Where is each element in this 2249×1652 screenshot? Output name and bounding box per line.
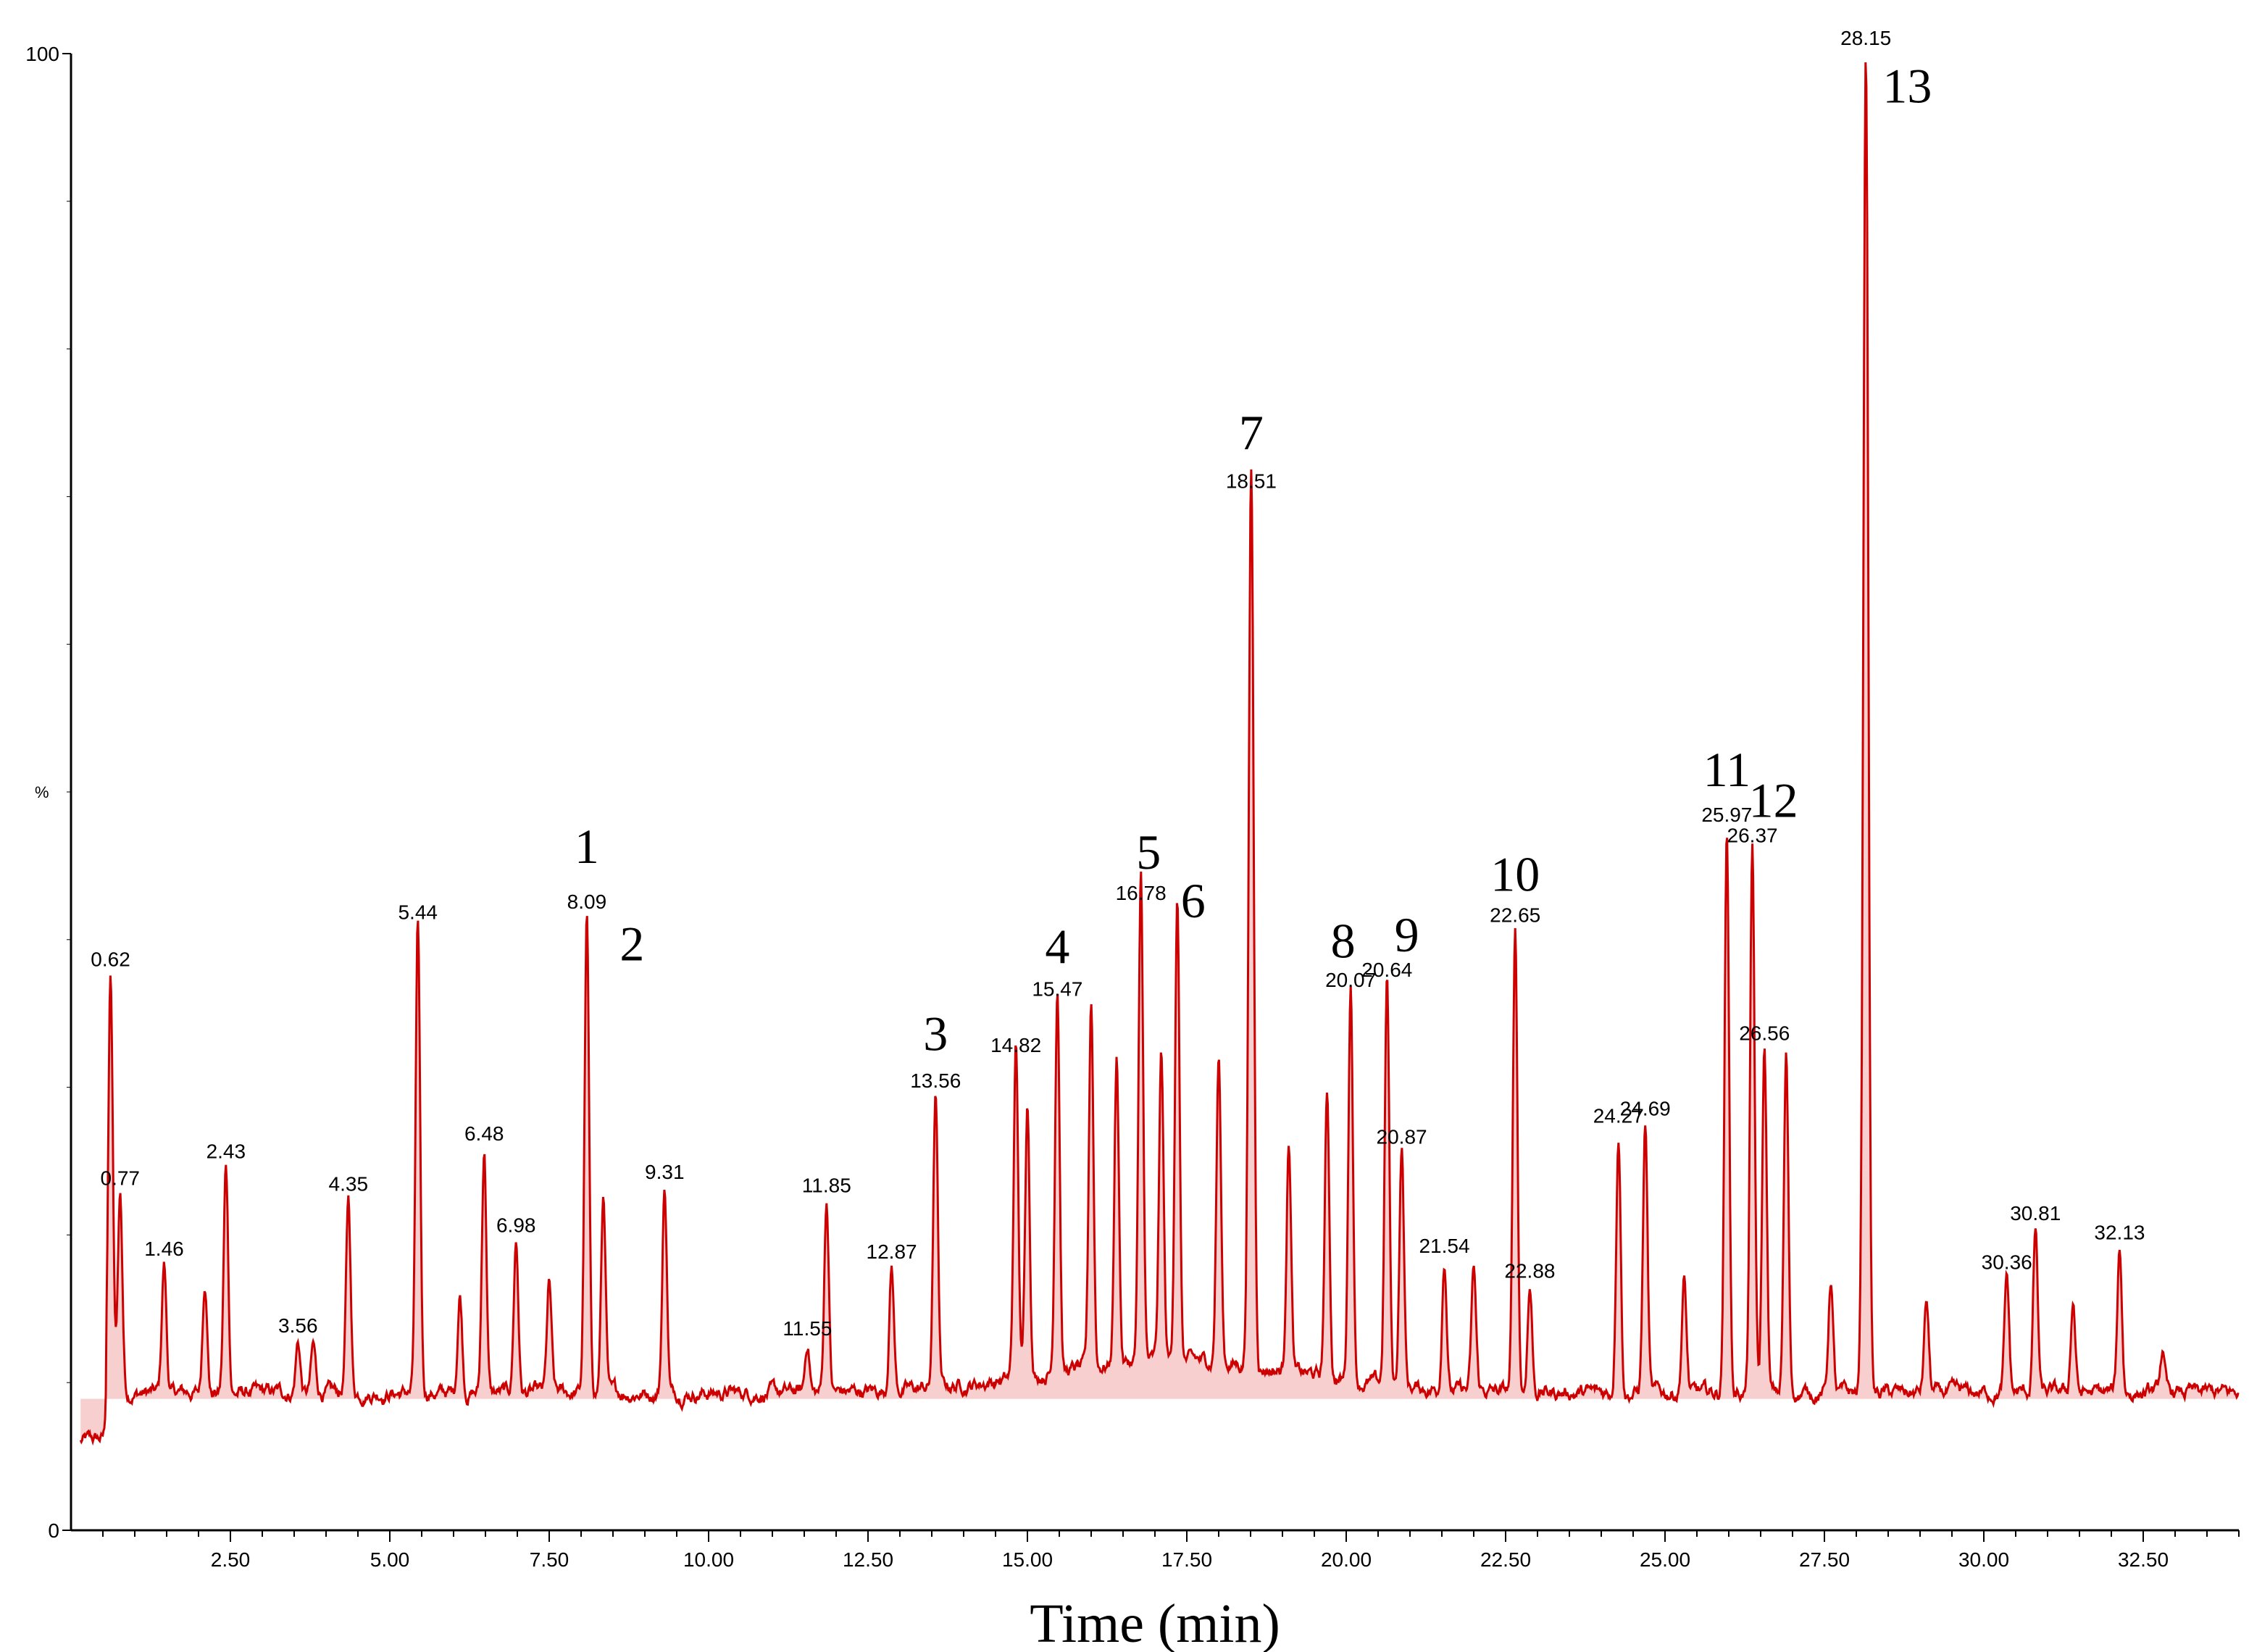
peak-rt-label: 20.64 <box>1361 959 1412 981</box>
compound-number: 5 <box>1136 825 1161 880</box>
x-tick-label: 17.50 <box>1161 1548 1212 1571</box>
x-tick-label: 32.50 <box>2118 1548 2169 1571</box>
peak-rt-label: 9.31 <box>645 1161 685 1183</box>
peak-rt-label: 4.35 <box>329 1172 369 1195</box>
compound-number: 8 <box>1331 913 1356 968</box>
peak-rt-label: 14.82 <box>990 1034 1041 1056</box>
compound-number: 10 <box>1490 847 1540 902</box>
peak-rt-label: 18.51 <box>1226 470 1277 492</box>
peak-rt-label: 22.88 <box>1504 1260 1555 1282</box>
peak-rt-label: 1.46 <box>144 1238 184 1260</box>
peak-rt-label: 24.27 <box>1593 1105 1644 1127</box>
peak-rt-label: 30.81 <box>2010 1202 2061 1225</box>
peak-rt-label: 21.54 <box>1419 1235 1469 1257</box>
peak-rt-label: 12.87 <box>867 1240 917 1263</box>
peak-rt-label: 0.62 <box>91 948 130 971</box>
x-tick-label: 15.00 <box>1002 1548 1053 1571</box>
compound-number: 11 <box>1703 742 1751 797</box>
compound-number: 1 <box>575 819 599 874</box>
compound-number: 6 <box>1181 873 1206 928</box>
peak-rt-label: 15.47 <box>1032 977 1082 1000</box>
compound-number: 2 <box>619 916 644 971</box>
peak-rt-label: 0.77 <box>101 1167 141 1189</box>
x-tick-label: 12.50 <box>843 1548 893 1571</box>
x-tick-label: 22.50 <box>1480 1548 1531 1571</box>
peak-rt-label: 30.36 <box>1982 1251 2032 1274</box>
peak-rt-label: 20.07 <box>1325 969 1376 991</box>
compound-number: 13 <box>1882 58 1932 113</box>
x-tick-label: 30.00 <box>1958 1548 2009 1571</box>
compound-number: 3 <box>923 1006 948 1061</box>
peak-rt-label: 11.55 <box>783 1317 832 1340</box>
peak-rt-label: 28.15 <box>1840 27 1891 49</box>
compound-number: 7 <box>1239 405 1264 460</box>
peak-rt-label: 3.56 <box>278 1314 318 1337</box>
peak-rt-label: 6.48 <box>464 1122 504 1145</box>
peak-rt-label: 13.56 <box>910 1069 961 1092</box>
x-tick-label: 10.00 <box>683 1548 734 1571</box>
y-tick-label: 0 <box>48 1519 59 1542</box>
peak-rt-label: 32.13 <box>2094 1222 2145 1244</box>
compound-number: 12 <box>1749 773 1798 828</box>
peak-labels: 0.62 0.77 1.46 2.43 3.56 4.35 5.44 6.48 6.98 8.09… <box>91 27 2145 1340</box>
y-tick-label: 100 <box>25 43 59 65</box>
plot-area <box>79 62 2240 1446</box>
peak-rt-label: 26.56 <box>1739 1022 1790 1045</box>
x-tick-label: 20.00 <box>1321 1548 1372 1571</box>
compound-number: 9 <box>1395 907 1419 962</box>
peak-rt-label: 11.85 <box>802 1175 851 1197</box>
x-tick-label: 27.50 <box>1799 1548 1850 1571</box>
peak-rt-label: 5.44 <box>398 901 438 923</box>
peak-rt-label: 24.69 <box>1620 1098 1671 1120</box>
x-tick-label: 7.50 <box>530 1548 569 1571</box>
peak-rt-label: 20.87 <box>1377 1125 1427 1148</box>
x-tick-label: 5.00 <box>370 1548 410 1571</box>
peak-rt-label: 26.37 <box>1727 825 1778 847</box>
peak-rt-label: 6.98 <box>496 1214 536 1237</box>
peak-rt-label: 25.97 <box>1701 804 1752 826</box>
chromatogram-trace-line <box>79 62 2240 1446</box>
compound-number: 4 <box>1045 919 1069 974</box>
y-axis-label: % <box>35 783 49 801</box>
x-tick-label: 2.50 <box>211 1548 251 1571</box>
x-tick-label: 25.00 <box>1640 1548 1690 1571</box>
peak-rt-label: 8.09 <box>567 890 607 913</box>
peak-rt-label: 2.43 <box>206 1140 246 1163</box>
peak-rt-label: 22.65 <box>1490 904 1540 927</box>
x-axis-title: Time (min) <box>1030 1593 1280 1652</box>
peak-rt-label: 16.78 <box>1116 882 1167 904</box>
axis-ticks: 2.50 5.00 7.50 10.00 12.50 15.00 17.50 20.00 22.… <box>25 43 2240 1571</box>
